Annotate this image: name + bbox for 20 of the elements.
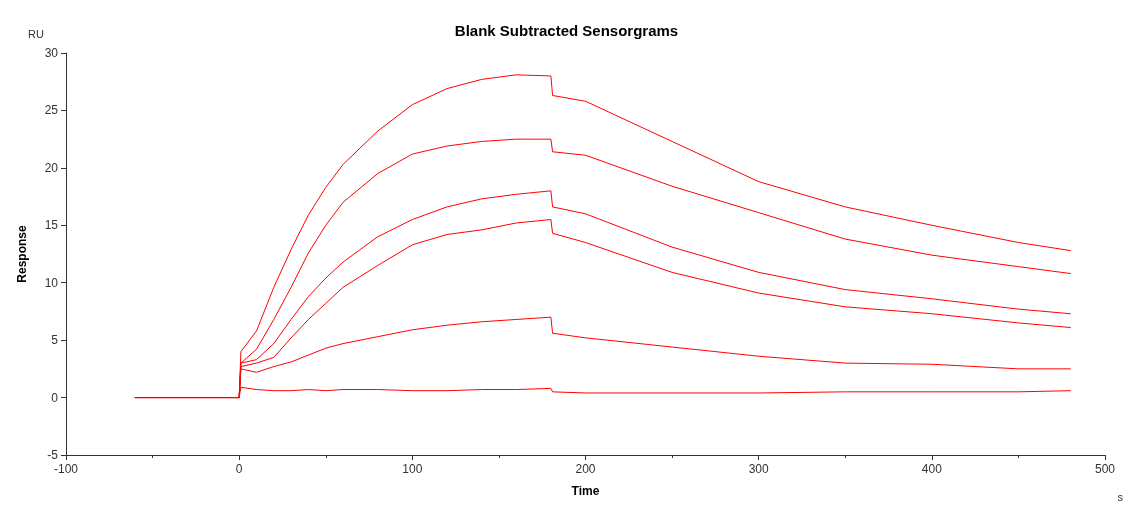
y-tick-label: 0 bbox=[51, 390, 59, 405]
y-axis-title: Response bbox=[15, 225, 29, 283]
y-tick-label: 25 bbox=[44, 103, 59, 118]
y-tick-label: 5 bbox=[51, 333, 59, 348]
text: s bbox=[1117, 490, 1124, 503]
x-tick-label: 200 bbox=[575, 462, 596, 476]
y-tick-label: 20 bbox=[44, 160, 59, 175]
chart-title: Blank Subtracted Sensorgrams bbox=[454, 22, 679, 39]
x-tick-label: 100 bbox=[402, 462, 423, 476]
y-tick-label: -5 bbox=[47, 448, 59, 462]
x-tick-label: 0 bbox=[235, 462, 243, 476]
x-tick-label: 500 bbox=[1094, 462, 1116, 476]
y-tick-label: 30 bbox=[44, 46, 59, 60]
y-tick-label: 10 bbox=[44, 275, 59, 290]
x-axis-title: Time bbox=[571, 484, 600, 498]
x-tick-label: 300 bbox=[748, 462, 769, 476]
x-tick-label: 400 bbox=[921, 462, 943, 476]
y-tick-label: 15 bbox=[44, 218, 59, 233]
text: RU bbox=[28, 27, 44, 40]
x-tick-label: -100 bbox=[53, 462, 79, 476]
